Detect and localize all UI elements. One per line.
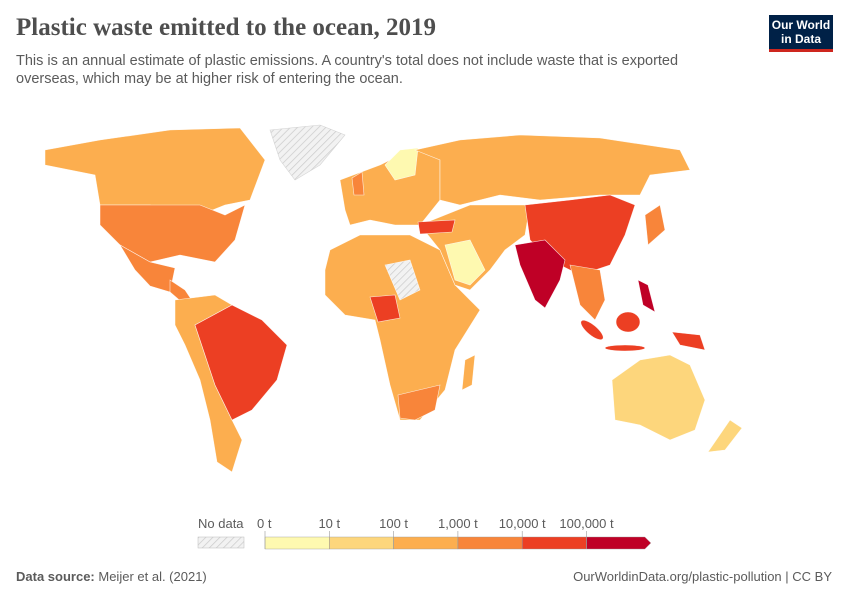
legend-bin-2[interactable]	[393, 536, 459, 550]
legend-bin-3[interactable]	[457, 536, 523, 550]
country-brazil[interactable]	[194, 304, 288, 421]
country-new-zealand[interactable]	[707, 419, 743, 453]
subtitle: This is an annual estimate of plastic em…	[16, 53, 679, 87]
legend-no-data-swatch	[197, 536, 245, 549]
country-saudi-arabia[interactable]	[444, 239, 486, 286]
country-south-africa[interactable]	[397, 384, 441, 421]
region-southeast-asia[interactable]	[569, 264, 606, 321]
footer-link[interactable]: OurWorldinData.org/plastic-pollution | C…	[573, 569, 832, 584]
country-canada[interactable]	[44, 127, 266, 216]
country-turkey[interactable]	[417, 219, 456, 235]
source-text[interactable]: Meijer et al. (2021)	[98, 569, 207, 584]
source-label: Data source:	[16, 569, 95, 584]
page-title: Plastic waste emitted to the ocean, 2019	[16, 14, 437, 41]
legend-bin-4[interactable]	[522, 536, 587, 550]
country-india[interactable]	[514, 239, 566, 309]
legend-bin-1[interactable]	[329, 536, 394, 550]
legend-tick-label: 100,000 t	[559, 516, 614, 531]
country-indonesia-borneo[interactable]	[615, 311, 641, 333]
owid-logo[interactable]: Our World in Data	[769, 15, 833, 52]
legend-tick-label: 0 t	[257, 516, 272, 531]
legend-bin-0[interactable]	[264, 536, 330, 550]
data-source: Data source: Meijer et al. (2021)	[16, 569, 207, 584]
country-greenland[interactable]	[269, 124, 346, 181]
country-indonesia-java[interactable]	[604, 344, 646, 352]
legend-tick-label: 1,000 t	[438, 516, 478, 531]
country-philippines[interactable]	[637, 279, 656, 313]
country-papua-new-guinea[interactable]	[671, 331, 706, 351]
legend: No data 0 t 10 t 100 t 1,000 t 10,000 t 100,0…	[197, 516, 652, 550]
country-indonesia-sumatra[interactable]	[578, 317, 606, 343]
country-japan[interactable]	[644, 204, 666, 246]
region-sahara-nodata[interactable]	[384, 259, 421, 301]
country-usa[interactable]	[99, 204, 246, 263]
legend-tick-label: 10,000 t	[499, 516, 546, 531]
legend-no-data-label: No data	[198, 516, 244, 531]
legend-bin-5[interactable]	[586, 536, 652, 550]
country-madagascar[interactable]	[461, 354, 476, 391]
country-nigeria[interactable]	[369, 294, 401, 323]
legend-tick-label: 100 t	[379, 516, 408, 531]
country-russia[interactable]	[413, 134, 691, 206]
country-uk[interactable]	[351, 171, 365, 196]
legend-tick-label: 10 t	[318, 516, 340, 531]
country-australia[interactable]	[611, 354, 706, 441]
region-scandinavia[interactable]	[384, 147, 419, 181]
